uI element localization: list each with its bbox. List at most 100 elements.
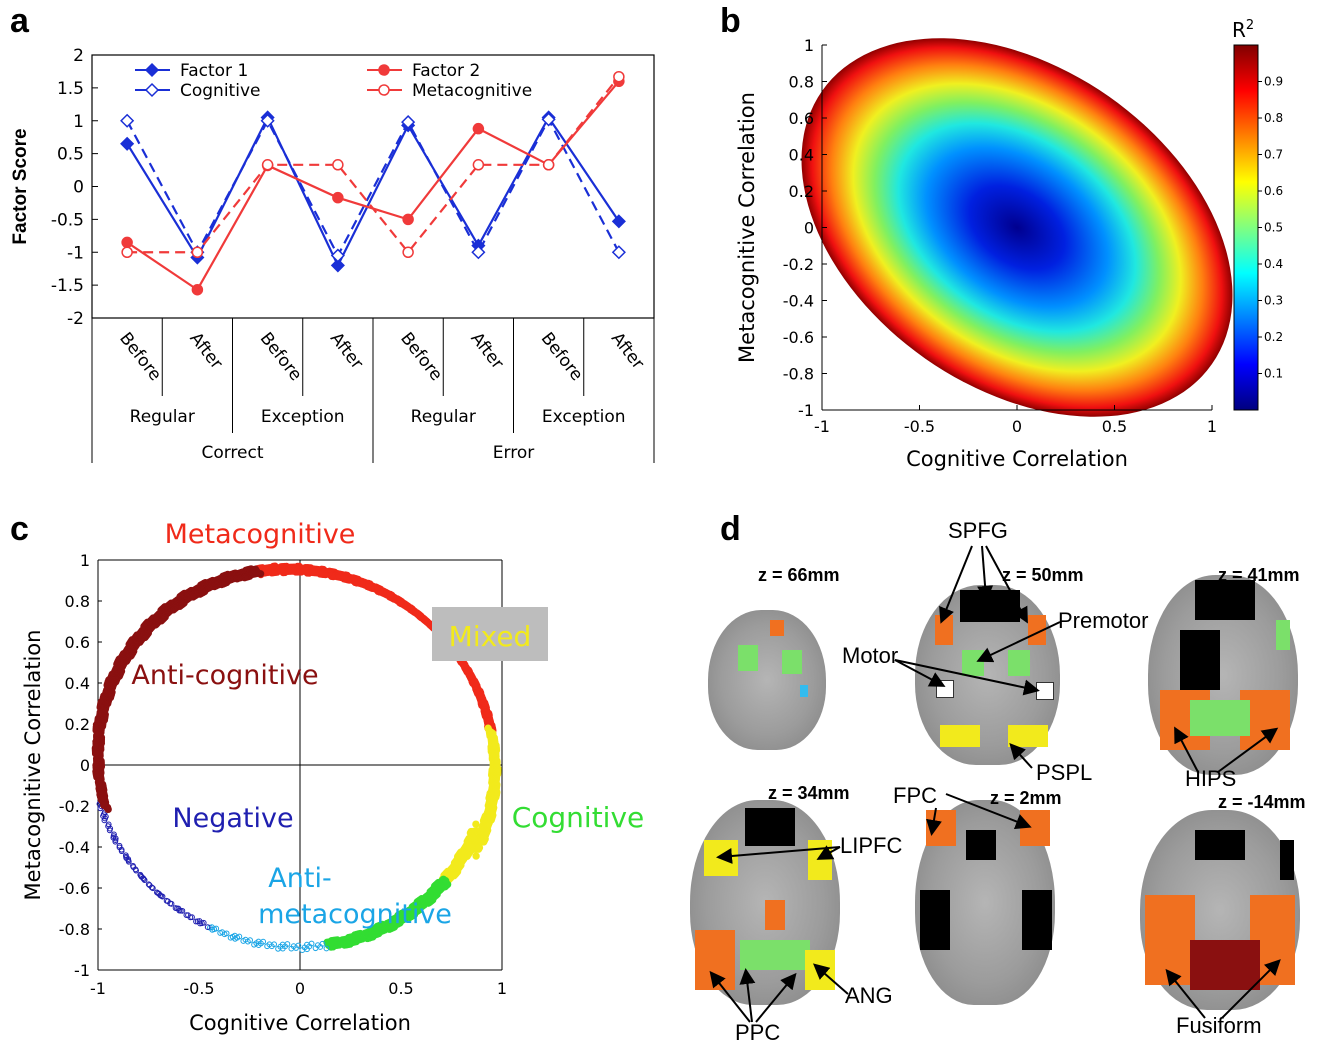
- data-point: [402, 213, 414, 226]
- brain-slice-z66: [708, 610, 826, 750]
- data-point: [125, 858, 132, 865]
- slice-z-label: z = 41mm: [1218, 565, 1300, 585]
- data-point: [261, 159, 274, 171]
- activation-blob: [740, 940, 810, 970]
- group-label: Correct: [201, 443, 263, 463]
- arc-segment-cognitive: [323, 875, 452, 951]
- x-axis-label: Cognitive Correlation: [906, 447, 1128, 471]
- data-point: [223, 930, 230, 937]
- y-tick-label: -0.6: [783, 328, 814, 347]
- plot-frame: [91, 54, 655, 319]
- data-point: [140, 876, 147, 883]
- activation-blob: [782, 650, 802, 674]
- y-tick-label: -1: [798, 401, 814, 420]
- activation-blob: [738, 645, 758, 671]
- y-tick-label: 0.6: [789, 109, 814, 128]
- data-point: [191, 283, 204, 296]
- arrow: [939, 545, 973, 624]
- region-label: Cognitive: [512, 801, 645, 834]
- region-label-ppc: PPC: [735, 1020, 781, 1045]
- arc-segment-anti-cognitive: [91, 565, 265, 814]
- region-label: Mixed: [449, 620, 532, 653]
- arrow: [1174, 726, 1199, 773]
- data-point: [260, 938, 267, 945]
- x-tick-label: 1: [497, 979, 507, 998]
- data-point: [213, 925, 220, 932]
- region-label-premotor: Premotor: [1058, 608, 1149, 633]
- data-point: [484, 724, 492, 732]
- arrow: [945, 793, 1032, 830]
- x-tick-label: 0.5: [388, 979, 413, 998]
- y-tick-label: 1.5: [57, 79, 84, 99]
- activation-blob: [1190, 940, 1260, 990]
- x-tick-label: -0.5: [904, 417, 935, 436]
- mixed-box: [432, 607, 548, 661]
- data-point: [148, 884, 155, 891]
- data-point: [120, 113, 135, 128]
- data-point: [330, 258, 345, 273]
- activation-blob: [1280, 840, 1294, 880]
- x-tick-label: After: [185, 329, 226, 373]
- y-tick-label: 0.2: [65, 715, 90, 734]
- y-tick-label: -1: [67, 243, 84, 263]
- y-tick-label: 0.8: [65, 592, 90, 611]
- data-point: [141, 877, 148, 883]
- panel-c-circle-scatter: -1 -0.5 0 0.5 1 1 0.8 0.6 0.4 0.2 0 -0.2 -0.4 -0.6 -0.…: [21, 519, 645, 1035]
- data-point: [144, 62, 160, 78]
- x-tick-label: 0: [1012, 417, 1022, 436]
- y-tick-label: 0.4: [789, 146, 814, 165]
- panel-letter-a: a: [10, 2, 29, 40]
- data-point: [308, 940, 315, 947]
- x-tick-label: -1: [814, 417, 830, 436]
- x-tick-label: Before: [537, 329, 587, 385]
- arc-segment-negative: [96, 799, 211, 931]
- activation-blob: [1276, 620, 1290, 650]
- y-tick-label: -1.5: [51, 276, 84, 296]
- x-tick-label: Before: [115, 329, 165, 385]
- data-point: [204, 924, 211, 931]
- data-point: [401, 115, 416, 130]
- activation-blob: [1180, 630, 1220, 690]
- colorbar: [1233, 44, 1259, 411]
- activation-blob: [920, 890, 950, 950]
- data-point: [260, 113, 275, 128]
- region-arrows: [709, 545, 1281, 1023]
- legend-label: Factor 1: [180, 61, 248, 81]
- legend-label: Cognitive: [180, 81, 260, 101]
- data-point: [378, 64, 390, 76]
- panel-letter-d: d: [720, 510, 741, 548]
- y-tick-label: -0.2: [783, 255, 814, 274]
- data-point: [472, 820, 480, 828]
- y-tick-label: 0.6: [65, 633, 90, 652]
- y-tick-label: -0.4: [59, 838, 90, 857]
- data-point: [121, 236, 133, 249]
- data-point: [112, 838, 119, 845]
- region-label-lipfc: LIPFC: [840, 833, 903, 858]
- y-axis-label: Metacognitive Correlation: [735, 92, 759, 363]
- y-tick-label: 0: [73, 178, 84, 198]
- arc-segment-mixed: [438, 724, 502, 888]
- colorbar-tick-label: 0.6: [1264, 184, 1283, 198]
- arrow: [709, 970, 751, 1023]
- series-metacognitive: [121, 70, 625, 258]
- arrow: [716, 846, 841, 864]
- region-label: Metacognitive: [165, 519, 356, 550]
- region-label-fusiform: Fusiform: [1176, 1013, 1262, 1038]
- data-point: [472, 122, 485, 135]
- data-point: [472, 159, 485, 171]
- activation-blob: [1008, 650, 1030, 676]
- y-axis-label: Metacognitive Correlation: [21, 630, 45, 901]
- y-axis-label: Factor Score: [10, 128, 31, 244]
- data-point: [133, 867, 140, 874]
- data-point: [191, 246, 204, 258]
- x-tick-label: 0: [295, 979, 305, 998]
- arrow: [894, 659, 946, 687]
- y-tick-label: -0.8: [59, 920, 90, 939]
- y-tick-label: 1: [80, 551, 90, 570]
- x-tick-label: After: [607, 329, 648, 373]
- x-tick-label: -1: [90, 979, 106, 998]
- region-label-ang: ANG: [845, 983, 893, 1008]
- data-point: [159, 893, 166, 900]
- activation-blob: [940, 725, 980, 747]
- x-tick-label: 0.5: [1102, 417, 1127, 436]
